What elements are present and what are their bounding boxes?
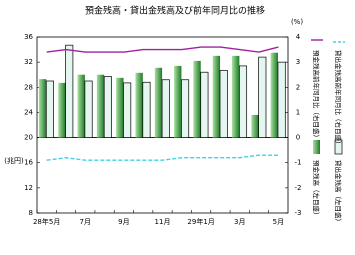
- bar: [142, 81, 151, 138]
- bar: [258, 56, 267, 138]
- bar: [277, 61, 286, 138]
- line: [46, 154, 279, 161]
- bar: [96, 74, 105, 138]
- bar: [212, 55, 221, 138]
- y2-tick-label: 3: [296, 58, 300, 66]
- bar: [77, 74, 85, 138]
- y2-tick-label: 4: [296, 33, 301, 41]
- y2-axis-label: (%): [291, 18, 303, 26]
- chart-title: 預金残高・貸出金残高及び前年同月比の推移: [85, 5, 265, 17]
- y2-tick-label: 0: [296, 134, 300, 142]
- bar: [181, 79, 190, 138]
- bar: [116, 77, 124, 138]
- y2-tick-label: 2: [296, 83, 300, 91]
- y-tick-label: 20: [24, 134, 33, 142]
- bar: [45, 80, 54, 138]
- x-tick-label: 28年5月: [33, 217, 60, 226]
- legend-swatch: [334, 139, 343, 155]
- bar: [193, 60, 201, 138]
- legend-label: 貸出金残高前年同月比（右目盛）: [334, 50, 343, 148]
- bar: [200, 71, 209, 138]
- x-tick-label: 11月: [155, 218, 171, 226]
- bar: [238, 65, 248, 138]
- y-tick-label: 24: [24, 108, 33, 116]
- y2-tick-label: -1: [295, 159, 302, 167]
- x-tick-label: 7月: [80, 218, 91, 226]
- bar: [84, 80, 93, 138]
- plot-frame: [36, 36, 289, 214]
- y2-tick-label: -3: [295, 209, 302, 217]
- bar: [232, 55, 240, 138]
- bar: [270, 52, 278, 138]
- y-tick-label: 16: [24, 159, 33, 167]
- legend-label: 預金残高前年同月比（右目盛）: [312, 50, 321, 141]
- bar: [154, 67, 163, 138]
- y-axis-label: (兆円): [4, 156, 24, 165]
- bar: [161, 79, 170, 138]
- bar: [38, 79, 47, 138]
- legend-label: 貸出金残高（左目盛）: [334, 160, 343, 225]
- y-tick-label: 12: [24, 184, 33, 192]
- y2-tick-label: 1: [296, 108, 300, 116]
- y2-tick-label: -2: [295, 184, 302, 192]
- legend-label: 預金残高（左目盛）: [312, 160, 321, 219]
- bar: [251, 114, 259, 138]
- bar: [103, 76, 112, 138]
- bar: [65, 44, 74, 138]
- x-tick-label: 5月: [273, 218, 284, 226]
- y-tick-label: 28: [24, 83, 33, 91]
- y-tick-label: 36: [24, 33, 33, 41]
- x-tick-label: 3月: [234, 218, 245, 226]
- y-tick-label: 32: [24, 58, 33, 66]
- x-tick-label: 29年1月: [187, 217, 214, 226]
- bar: [123, 82, 132, 138]
- legend-swatch: [313, 140, 320, 154]
- y-tick-label: 8: [29, 209, 33, 217]
- bar: [135, 72, 143, 138]
- x-tick-label: 9月: [118, 218, 129, 226]
- line: [46, 46, 279, 53]
- bar: [219, 69, 228, 138]
- bar: [174, 65, 182, 138]
- bar: [58, 82, 66, 138]
